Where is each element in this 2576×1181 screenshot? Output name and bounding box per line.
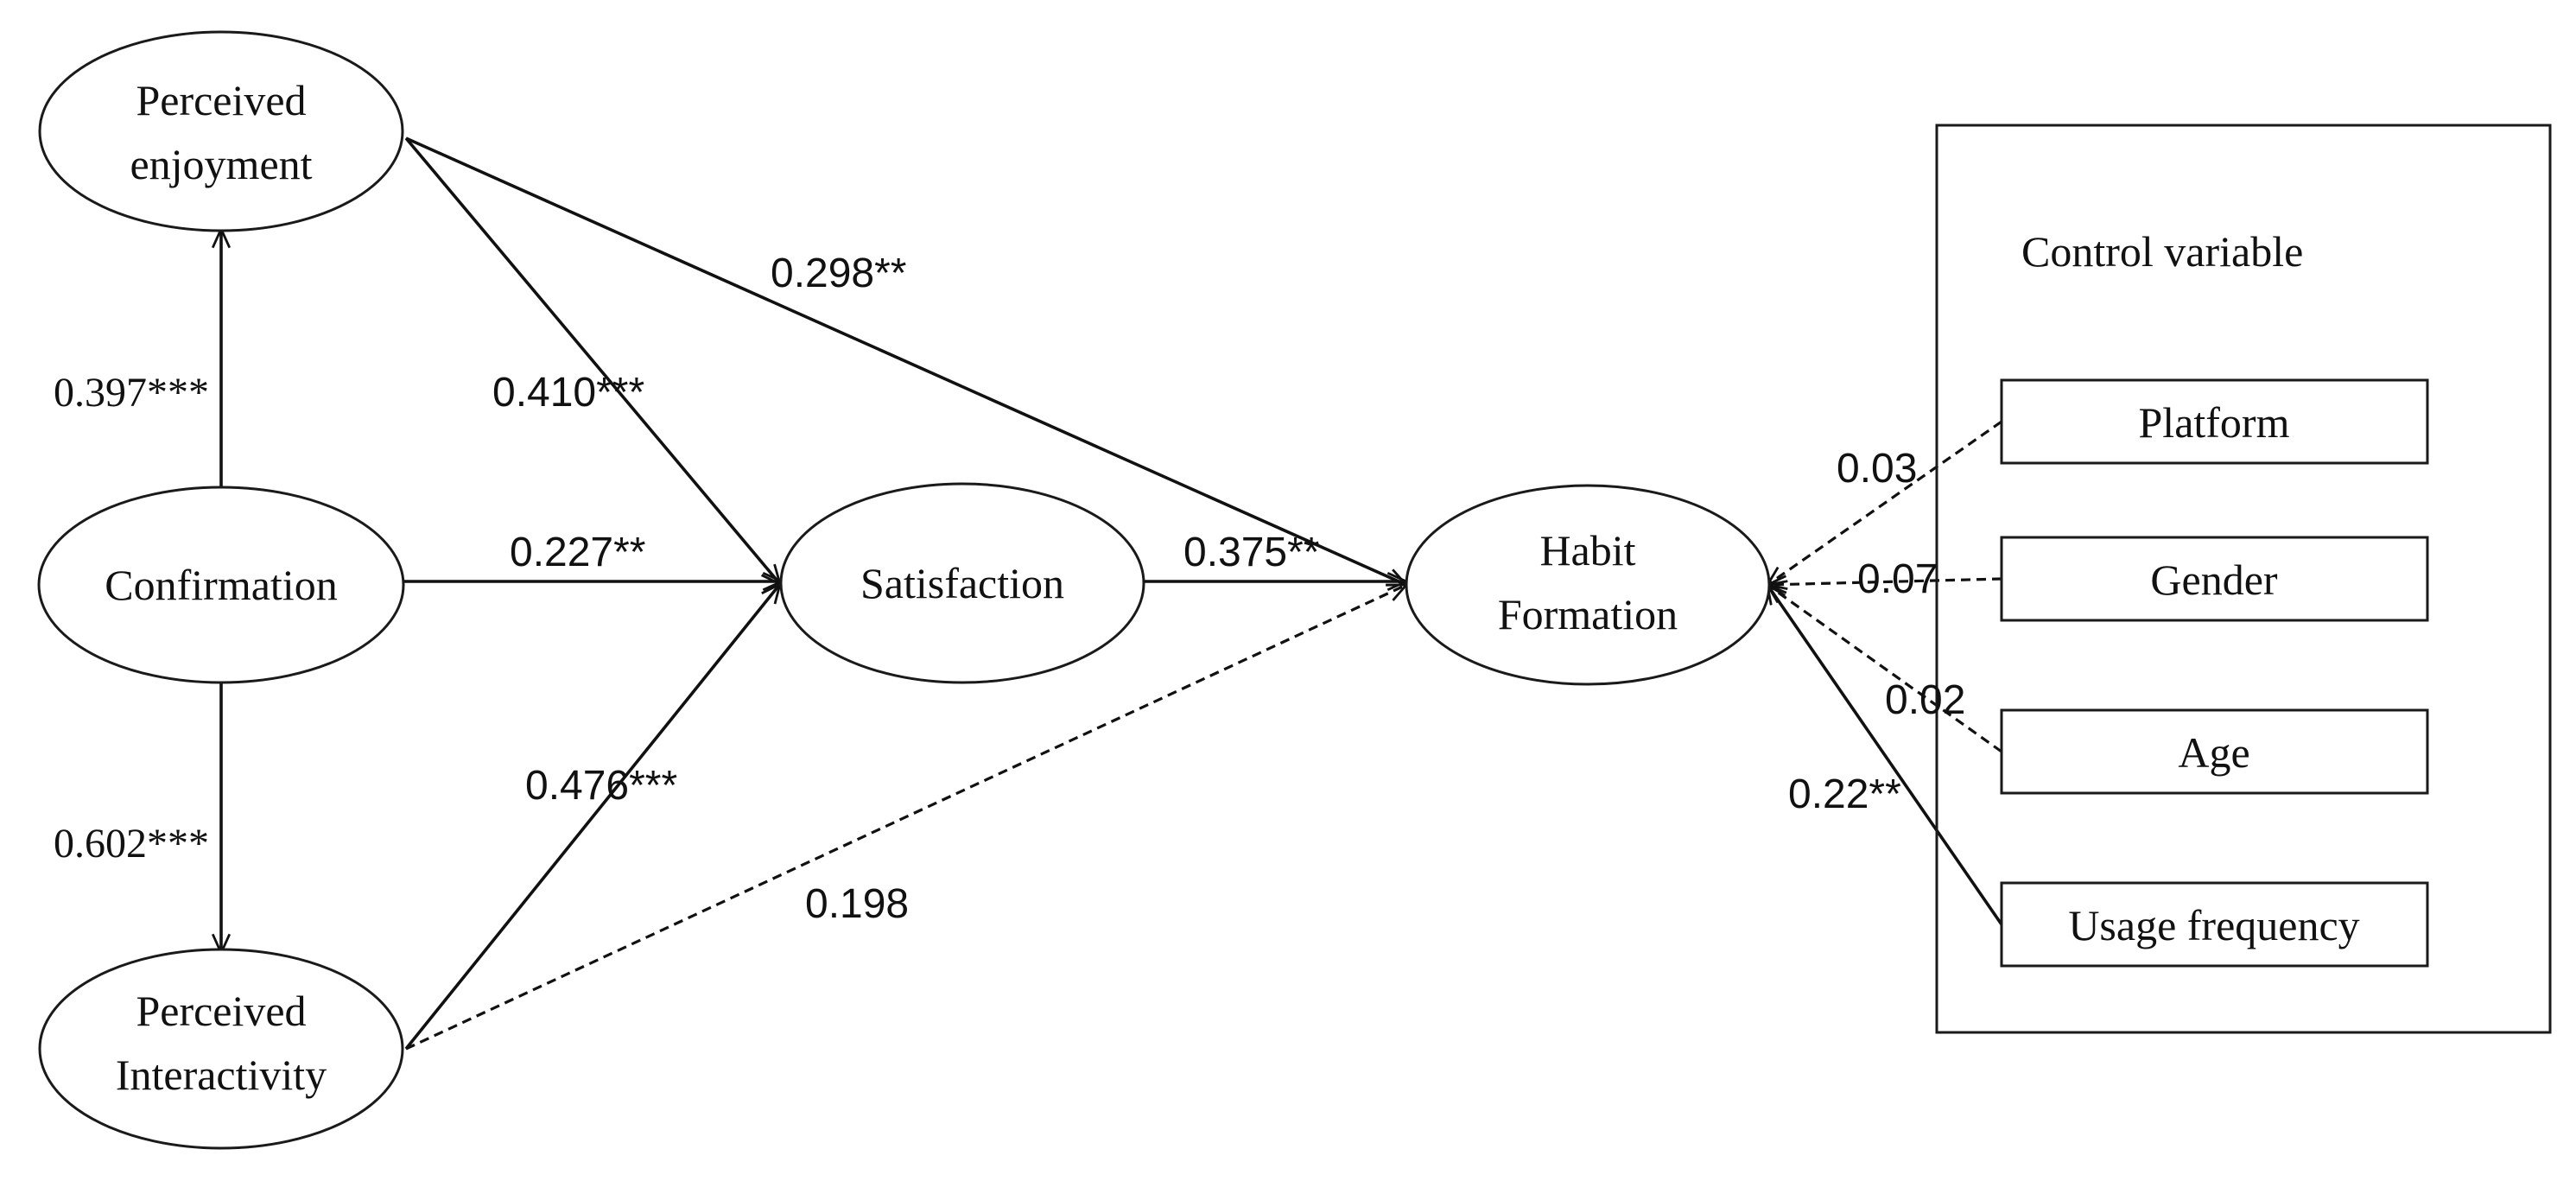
- coefficient-platform-habit: 0.03: [1837, 446, 1917, 492]
- habit-formation-label-line-1: Habit: [1539, 526, 1635, 575]
- perceived-enjoyment-node: Perceived enjoyment: [38, 30, 404, 232]
- edge-interactivity-to-habit: [405, 583, 1406, 1051]
- control-variable-title: Control variable: [2021, 227, 2303, 276]
- habit-formation-label-line-2: Formation: [1498, 590, 1678, 638]
- gender-label: Gender: [2150, 556, 2277, 604]
- age-box: [2000, 708, 2429, 795]
- perceived-enjoyment-label-line-1: Perceived: [136, 76, 306, 124]
- perceived-enjoyment-label-line-2: enjoyment: [130, 140, 312, 188]
- habit-formation-node: Habit Formation: [1405, 484, 1771, 686]
- coefficient-confirmation-enjoyment: 0.397***: [54, 370, 209, 416]
- coefficient-enjoyment-satisfaction: 0.410***: [492, 370, 644, 416]
- satisfaction-node: Satisfaction: [779, 482, 1145, 684]
- edge-platform-to-habit: [1767, 420, 2002, 585]
- platform-box: [2000, 378, 2429, 465]
- perceived-interactivity-label-line-2: Interactivity: [116, 1051, 327, 1099]
- coefficient-satisfaction-habit: 0.375**: [1183, 530, 1319, 575]
- control-variable-group: [1935, 124, 2552, 1034]
- edge-age-to-habit: [1767, 585, 2002, 753]
- platform-label: Platform: [2139, 398, 2290, 447]
- coefficient-interactivity-habit: 0.198: [805, 881, 909, 927]
- usage-frequency-label: Usage frequency: [2068, 901, 2359, 949]
- edge-gender-to-habit: [1767, 579, 2002, 585]
- confirmation-node: Confirmation: [37, 486, 405, 684]
- coefficient-usage-frequency-habit: 0.22**: [1788, 771, 1901, 817]
- coefficient-gender-habit: 0.07: [1857, 556, 1938, 602]
- edge-interactivity-to-satisfaction: [404, 584, 780, 1051]
- edge-enjoyment-to-satisfaction: [404, 137, 780, 584]
- perceived-interactivity-label-line-1: Perceived: [136, 987, 306, 1035]
- coefficient-enjoyment-habit: 0.298**: [771, 251, 906, 296]
- satisfaction-label: Satisfaction: [860, 559, 1064, 607]
- coefficient-confirmation-interactivity: 0.602***: [54, 821, 209, 867]
- perceived-interactivity-node: Perceived Interactivity: [38, 948, 404, 1150]
- coefficient-confirmation-satisfaction: 0.227**: [510, 530, 645, 575]
- usage-frequency-box: [2000, 881, 2429, 968]
- age-label: Age: [2178, 728, 2249, 777]
- edge-enjoyment-to-habit: [405, 137, 1406, 587]
- confirmation-label: Confirmation: [105, 561, 337, 609]
- coefficient-age-habit: 0.02: [1885, 677, 1965, 723]
- gender-box: [2000, 536, 2429, 622]
- edge-usage-frequency-to-habit: [1767, 585, 2003, 926]
- coefficient-interactivity-satisfaction: 0.476***: [525, 763, 677, 809]
